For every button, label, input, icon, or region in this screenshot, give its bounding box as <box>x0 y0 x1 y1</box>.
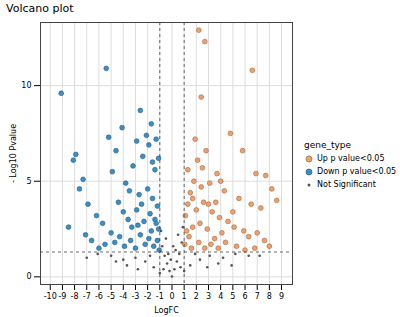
svg-text:-3: -3 <box>131 292 139 301</box>
html-text:Up p value<0.05: Up p value<0.05 <box>317 154 385 163</box>
svg-text:-9: -9 <box>58 292 66 301</box>
html-text:gene_type: gene_type <box>304 139 352 150</box>
svg-text:9: 9 <box>279 292 284 301</box>
svg-text:-2: -2 <box>144 292 152 301</box>
svg-text:1: 1 <box>182 292 187 301</box>
svg-text:- Log10 Pvalue: - Log10 Pvalue <box>9 124 18 183</box>
svg-text:-5: -5 <box>107 292 115 301</box>
html-text:Volcano plot: Volcano plot <box>6 2 74 15</box>
svg-text:-8: -8 <box>71 292 79 301</box>
svg-text:-6: -6 <box>95 292 103 301</box>
svg-text:5: 5 <box>230 292 235 301</box>
svg-text:0: 0 <box>26 272 31 281</box>
svg-text:6: 6 <box>242 292 247 301</box>
svg-text:-10: -10 <box>44 292 57 301</box>
html-text:Down p value<0.05: Down p value<0.05 <box>317 167 397 176</box>
svg-text:7: 7 <box>255 292 260 301</box>
svg-text:-1: -1 <box>156 292 164 301</box>
svg-text:2: 2 <box>194 292 199 301</box>
svg-text:5: 5 <box>26 177 31 186</box>
svg-text:4: 4 <box>218 292 223 301</box>
svg-text:0: 0 <box>169 292 174 301</box>
html-text:Not Significant: Not Significant <box>317 180 376 189</box>
svg-text:8: 8 <box>267 292 272 301</box>
svg-text:-7: -7 <box>83 292 91 301</box>
svg-text:LogFC: LogFC <box>154 306 179 315</box>
svg-text:-4: -4 <box>119 292 127 301</box>
svg-text:3: 3 <box>206 292 211 301</box>
svg-text:10: 10 <box>21 81 31 90</box>
